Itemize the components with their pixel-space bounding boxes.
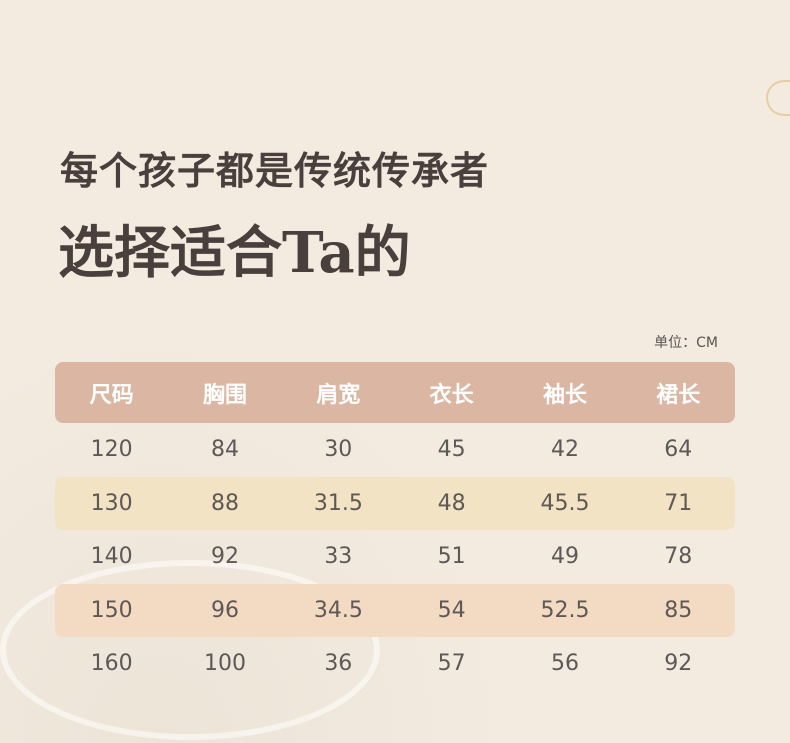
table-cell: 150 [90,597,133,623]
table-cell: 30 [324,437,353,463]
table-cell: 56 [550,651,579,677]
cloud-swirl-decoration [0,560,380,740]
table-row: 160 100 36 57 56 92 [55,637,735,691]
table-cell: 34.5 [313,597,363,623]
table-cell: 33 [324,544,353,570]
header-cell: 衣长 [429,382,474,408]
table-cell: 120 [90,437,133,463]
table-cell: 130 [90,490,133,516]
table-cell: 92 [664,651,693,677]
table-cell: 54 [437,597,466,623]
table-cell: 100 [203,651,246,677]
table-row: 150 96 34.5 54 52.5 85 [55,583,735,637]
table-cell: 36 [324,651,353,677]
table-cell: 45 [437,437,466,463]
table-cell: 64 [664,437,693,463]
table-cell: 78 [664,544,693,570]
table-cell: 57 [437,651,466,677]
table-cell: 42 [550,437,579,463]
header-cell: 袖长 [542,382,587,408]
subheadline: 选择适合Ta的 [58,220,411,286]
table-cell: 51 [437,544,466,570]
table-row: 120 84 30 45 42 64 [55,423,735,477]
header-cell: 尺码 [89,382,134,408]
table-cell: 49 [550,544,579,570]
ring-decoration [766,80,790,116]
table-cell: 96 [210,597,239,623]
header-cell: 裙长 [656,382,701,408]
table-cell: 45.5 [540,490,590,516]
table-body: 120 84 30 45 42 64 130 88 31.5 48 45.5 71 140 92 33 51 4… [55,423,735,691]
table-cell: 160 [90,651,133,677]
header-cell: 胸围 [202,382,247,408]
table-header: 尺码 胸围 肩宽 衣长 袖长 裙长 [55,362,735,423]
table-cell: 88 [210,490,239,516]
header-cell: 肩宽 [316,382,361,408]
table-cell: 85 [664,597,693,623]
table-row: 130 88 31.5 48 45.5 71 [55,476,735,530]
table-cell: 52.5 [540,597,590,623]
table-row: 140 92 33 51 49 78 [55,530,735,584]
table-cell: 140 [90,544,133,570]
table-cell: 92 [210,544,239,570]
table-cell: 48 [437,490,466,516]
table-cell: 31.5 [313,490,363,516]
size-table: 尺码 胸围 肩宽 衣长 袖长 裙长 120 84 30 45 42 64 130 88 31.5… [55,362,735,691]
table-cell: 84 [210,437,239,463]
table-cell: 71 [664,490,693,516]
unit-label: 单位：CM [654,335,718,351]
headline: 每个孩子都是传统传承者 [60,148,490,193]
